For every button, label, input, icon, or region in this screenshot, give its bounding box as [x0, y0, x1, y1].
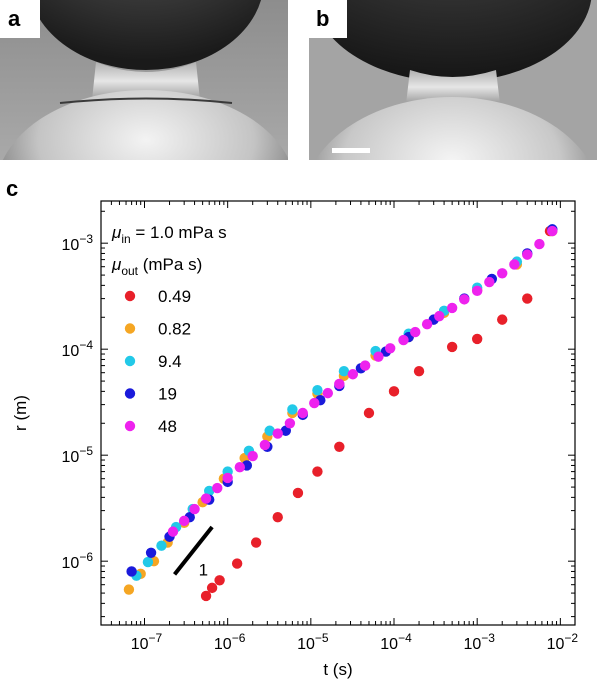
data-point: [334, 378, 345, 390]
data-point: [212, 482, 223, 494]
x-tick-label: 10−7: [131, 631, 163, 653]
data-point: [126, 566, 137, 577]
series-48: [167, 225, 558, 537]
y-tick-label: 10−4: [62, 338, 94, 360]
panel-c-label: c: [6, 176, 18, 201]
panel-b-label: b: [316, 6, 329, 31]
y-tick-label: 10−5: [62, 444, 94, 466]
data-point: [189, 503, 200, 515]
data-point: [509, 259, 520, 270]
data-point: [231, 558, 243, 569]
panel-b-label-box: [309, 0, 347, 38]
data-point: [200, 493, 212, 504]
data-point: [214, 575, 225, 586]
x-tick-label: 10−4: [380, 631, 412, 653]
panel-a-image: [0, 0, 288, 160]
mu-out-annotation: μout (mPa s): [111, 255, 202, 278]
series-0.49: [200, 225, 556, 602]
axis-ticks: [100, 201, 575, 625]
panel-a-label-box: [0, 0, 40, 38]
x-axis-label: t (s): [323, 660, 352, 679]
x-tick-label: 10−6: [214, 631, 246, 653]
data-point: [363, 407, 375, 419]
data-point: [312, 466, 323, 477]
data-point: [446, 302, 458, 314]
data-point: [292, 487, 304, 499]
plot-area: 10−7 10−6 10−5 10−4 10−3 10−2 10−6 10−5 10−4 10−3…: [11, 200, 579, 679]
data-point: [388, 386, 400, 397]
data-point: [200, 590, 212, 602]
data-point: [522, 249, 533, 260]
plot-frame: [100, 200, 576, 626]
data-point: [297, 407, 308, 419]
data-point: [413, 365, 425, 377]
data-point: [145, 547, 157, 558]
data-point: [534, 238, 545, 250]
legend-label: 48: [158, 417, 177, 436]
legend-label: 0.49: [158, 287, 191, 306]
data-point: [222, 472, 233, 484]
data-point: [385, 343, 396, 354]
mu-in-annotation: μin = 1.0 mPa s: [111, 223, 227, 246]
panel-b-image: [309, 0, 597, 160]
data-point: [156, 540, 167, 551]
slope-label: 1: [199, 560, 208, 579]
data-point: [206, 582, 218, 594]
data-point: [334, 441, 345, 452]
data-point: [284, 418, 296, 429]
data-point: [234, 462, 246, 473]
data-point: [309, 397, 320, 409]
data-point: [247, 450, 258, 462]
data-point: [259, 439, 271, 451]
x-tick-label: 10−5: [297, 631, 329, 653]
data-point: [434, 310, 445, 322]
series-19: [126, 224, 558, 577]
data-point: [123, 584, 135, 595]
legend-marker: [124, 388, 136, 399]
data-point: [250, 537, 262, 548]
data-point: [410, 326, 421, 338]
data-point: [272, 511, 283, 523]
data-point: [347, 369, 359, 380]
data-point: [322, 387, 334, 399]
data-point: [484, 276, 495, 288]
data-point: [471, 285, 483, 297]
y-tick-label: 10−3: [62, 232, 94, 254]
data-point: [312, 385, 323, 396]
legend-marker: [124, 420, 136, 432]
data-point: [547, 225, 558, 237]
data-point: [338, 365, 350, 377]
legend-label: 9.4: [158, 352, 182, 371]
data-point: [142, 556, 154, 568]
data-point: [497, 314, 508, 325]
y-axis-label: r (m): [11, 395, 30, 431]
legend-marker: [124, 355, 136, 367]
data-point: [359, 360, 371, 371]
slope-line: [173, 525, 214, 576]
data-point: [178, 515, 190, 527]
data-point: [497, 268, 508, 279]
data-point: [446, 341, 458, 353]
data-point: [272, 428, 283, 439]
scale-bar: [332, 148, 370, 153]
data-point: [421, 319, 433, 330]
x-tick-label: 10−3: [463, 631, 495, 653]
data-point: [522, 293, 533, 304]
legend-marker: [124, 290, 136, 302]
x-tick-label: 10−2: [547, 631, 579, 653]
data-point: [398, 334, 409, 346]
data-point: [167, 526, 179, 537]
legend-label: 19: [158, 385, 177, 404]
legend-label: 0.82: [158, 320, 191, 339]
legend-marker: [124, 323, 136, 334]
data-point: [373, 351, 384, 362]
data-point: [287, 404, 298, 415]
y-tick-label: 10−6: [62, 550, 94, 572]
data-point: [459, 294, 470, 305]
legend: 0.49 0.82 9.4 19 48: [124, 287, 191, 436]
panel-a-label: a: [8, 6, 21, 31]
data-point: [264, 425, 275, 436]
data-point: [471, 333, 483, 345]
